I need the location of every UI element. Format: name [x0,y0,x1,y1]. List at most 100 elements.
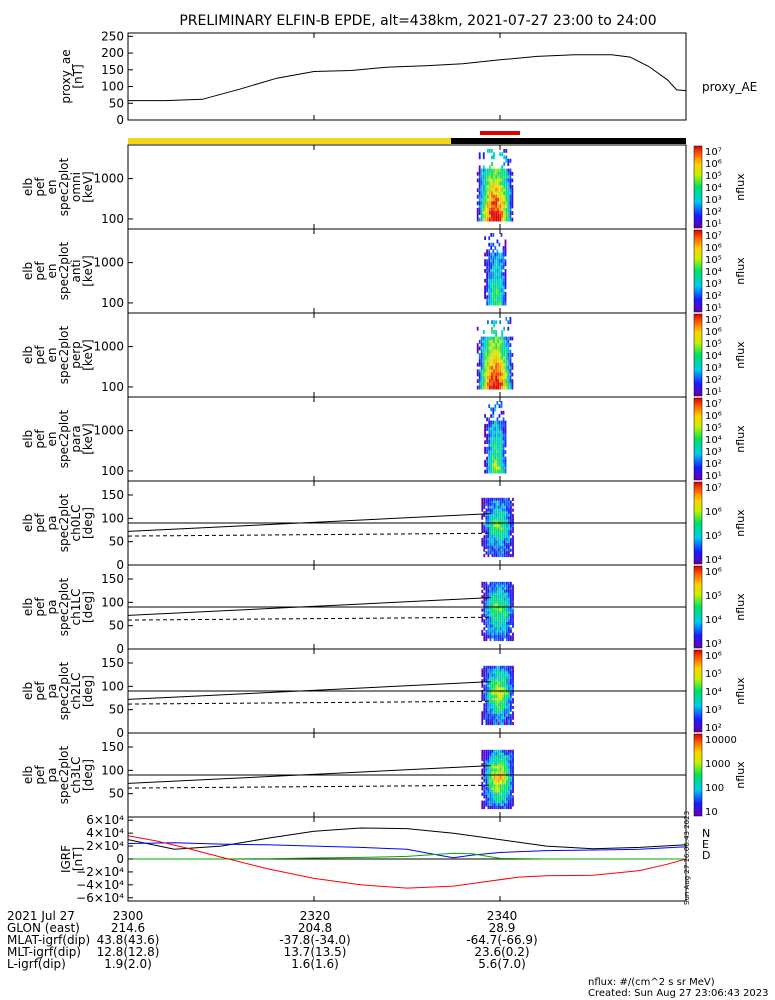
ch1LC-spectrogram-cell [499,624,502,628]
ch0LC-spectrogram-cell [503,548,506,552]
ch1LC-spectrogram-cell [503,616,506,620]
ch2LC-spectrogram-cell [501,703,504,707]
ch0LC-spectrogram-cell [493,527,496,531]
anti-spectrogram-cell [494,272,497,277]
ch1LC-spectrogram-cell [508,587,510,591]
perp-spectrogram-cell [495,362,497,367]
perp-spectrogram-cell [484,385,487,390]
ch2LC-spectrogram-cell [495,676,498,680]
ch3LC-spectrogram-cell [489,789,492,794]
omni-spectrogram-cell [480,178,483,183]
ch0LC-spectrogram-cell [501,548,504,552]
ch3LC-spectrogram-cell [503,757,506,761]
para-spectrogram-cell [484,446,486,451]
ch1LC-spectrogram-cell [483,584,486,588]
perp-spectrogram-cell [499,382,502,387]
ch3LC-spectrogram-cell [497,792,500,796]
omni-spectrogram-cell [507,158,510,163]
ch1LC-spectrogram-cell [503,613,506,618]
ch1LC-spectrogram-cell [508,627,510,631]
anti-spectrogram-cell [494,255,497,260]
omni-spectrogram-cell [491,211,493,215]
para-spectrogram-cell [494,466,497,471]
ch0LC-spectrogram-cell [485,500,488,504]
omni-spectrogram-cell [484,194,487,199]
omni-spectrogram-cell [507,191,510,196]
ch1LC-spectrogram-cell [499,621,502,626]
ch3LC-spectrogram-cell [512,760,514,764]
omni-spectrogram-cell [503,149,506,153]
ch0LC-spectrogram-cell [501,545,504,550]
para-spectrogram-cell [496,437,499,441]
anti-ylabel-line: spec2plot [57,241,71,300]
perp-spectrogram-cell [484,382,487,387]
anti-spectrogram-cell [496,285,499,290]
ch2LC-spectrogram-cell [489,705,492,710]
ch1LC-spectrogram-cell [508,637,510,642]
ch2LC-spectrogram-cell [493,671,496,675]
ch3LC-spectrogram-cell [483,792,486,796]
omni-spectrogram-cell [507,181,510,186]
perp-spectrogram-cell [489,343,491,347]
para-spectrogram-cell [502,430,505,435]
ch2LC-spectrogram-cell [510,705,512,710]
omni-spectrogram-cell [505,155,508,160]
anti-spectrogram-cell [490,275,493,280]
ch0LC-spectrogram-cell [499,545,502,550]
ch0LC-spectrogram-cell [495,535,498,539]
ch0LC-spectrogram-cell [508,513,510,517]
ch3LC-spectrogram-cell [483,763,486,767]
ch3LC-spectrogram-cell [491,760,494,764]
para-spectrogram-cell [488,417,491,422]
perp-spectrogram-cell [489,372,491,377]
ch3LC-spectrogram-cell [495,760,498,764]
anti-spectrogram-cell [502,285,505,290]
ch3LC-spectrogram-cell [491,787,494,791]
ch1LC-spectrogram-cell [491,587,494,591]
anti-spectrogram-cell [504,252,507,257]
ch1LC-spectrogram-cell [487,587,490,591]
omni-spectrogram-cell [503,185,506,189]
ch3LC-spectrogram-cell [510,803,512,807]
ch1LC-spectrogram-cell [491,581,494,585]
ch3LC-spectrogram-cell [495,757,498,761]
igrf-series-line-1 [128,842,686,859]
perp-spectrogram-cell [482,372,485,377]
perp-spectrogram-cell [501,362,504,367]
anti-spectrogram-cell [496,265,499,270]
ch2LC-spectrogram-cell [512,697,514,702]
proxy_ae-ylabel-line: proxy_ae [59,49,73,103]
perp-spectrogram-cell [511,379,514,383]
ch1LC-spectrogram-cell [506,637,508,642]
ch2LC-spectrogram-cell [512,713,514,718]
perp-spectrogram-cell [480,379,483,383]
ch0LC-spectrogram-cell [495,529,498,534]
para-spectrogram-cell [488,440,491,445]
ch2LC-spectrogram-cell [491,676,494,680]
para-spectrogram-cell [500,446,503,451]
perp-spectrogram-cell [491,366,493,370]
ch3LC-spectrogram-cell [489,795,492,799]
para-spectrogram-cell [490,423,493,428]
ch1LC-spectrogram-cell [493,613,496,618]
omni-spectrogram-cell [476,217,479,222]
ch2LC-spectrogram-cell [499,719,502,723]
omni-spectrogram-cell [499,181,502,186]
ch1LC-spectrogram-cell [508,635,510,639]
ch2LC-spectrogram-cell [503,665,506,669]
ch3LC-spectrogram-cell [501,784,504,788]
para-spectrogram-cell [490,414,493,418]
anti-spectrogram-cell [490,242,493,247]
ch3LC-spectrogram-cell [508,800,510,804]
ch1LC-spectrogram-cell [497,619,500,623]
ch3LC-spectrogram-cell [493,805,496,810]
ch3LC-spectrogram-cell [497,787,500,791]
ch2LC-spectrogram-cell [499,703,502,707]
ch2LC-spectrogram-cell [487,719,490,723]
ch3LC-spectrogram-cell [485,757,488,761]
ch0LC-spectrogram-cell [503,513,506,517]
perp-colorbar-tick: 10⁶ [705,327,722,338]
ch2LC-spectrogram-cell [506,687,508,691]
ch2LC-spectrogram-cell [481,711,484,715]
para-spectrogram-cell [494,433,497,438]
